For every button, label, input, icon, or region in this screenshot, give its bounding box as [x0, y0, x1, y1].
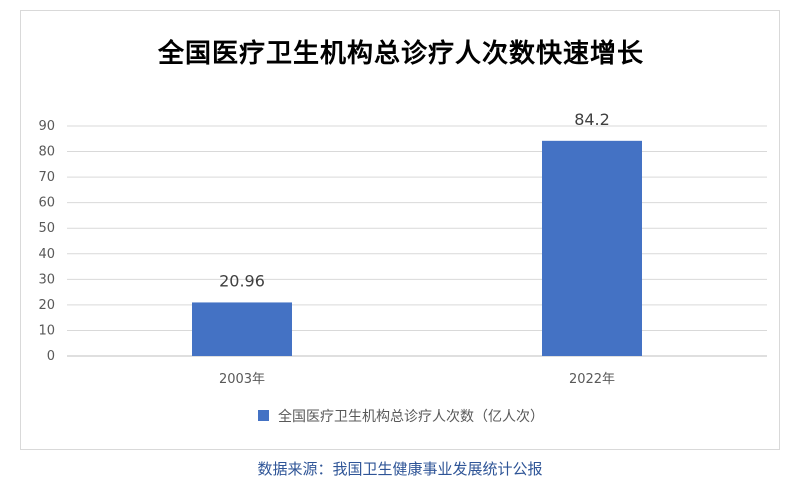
x-tick-label: 2022年: [569, 372, 615, 387]
y-tick-label: 50: [38, 221, 55, 236]
y-tick-label: 80: [38, 145, 55, 160]
y-tick-label: 10: [38, 323, 55, 338]
y-tick-label: 70: [38, 170, 55, 185]
y-tick-label: 0: [47, 349, 55, 364]
x-tick-label: 2003年: [219, 372, 265, 387]
bar: [542, 140, 642, 356]
data-label: 84.2: [574, 110, 610, 129]
y-tick-label: 40: [38, 247, 55, 262]
chart-plot: 0 10 20 30 40 50 60 70 80 90 20.96 2003年 84.2 2022年全国…: [38, 110, 767, 425]
data-label: 20.96: [219, 271, 265, 290]
chart-frame: 全国医疗卫生机构总诊疗人次数快速增长 0 10 20 30 40 50 60 70 80 90 20…: [20, 10, 780, 450]
y-tick-label: 60: [38, 196, 55, 211]
data-source: 数据来源：我国卫生健康事业发展统计公报: [257, 460, 543, 478]
chart-title: 全国医疗卫生机构总诊疗人次数快速增长: [157, 39, 644, 69]
bar: [192, 302, 292, 356]
y-tick-label: 20: [38, 298, 55, 313]
legend-swatch: [258, 410, 269, 421]
y-tick-label: 90: [38, 119, 55, 134]
legend-label: 全国医疗卫生机构总诊疗人次数（亿人次）: [278, 408, 544, 425]
y-tick-label: 30: [38, 272, 55, 287]
